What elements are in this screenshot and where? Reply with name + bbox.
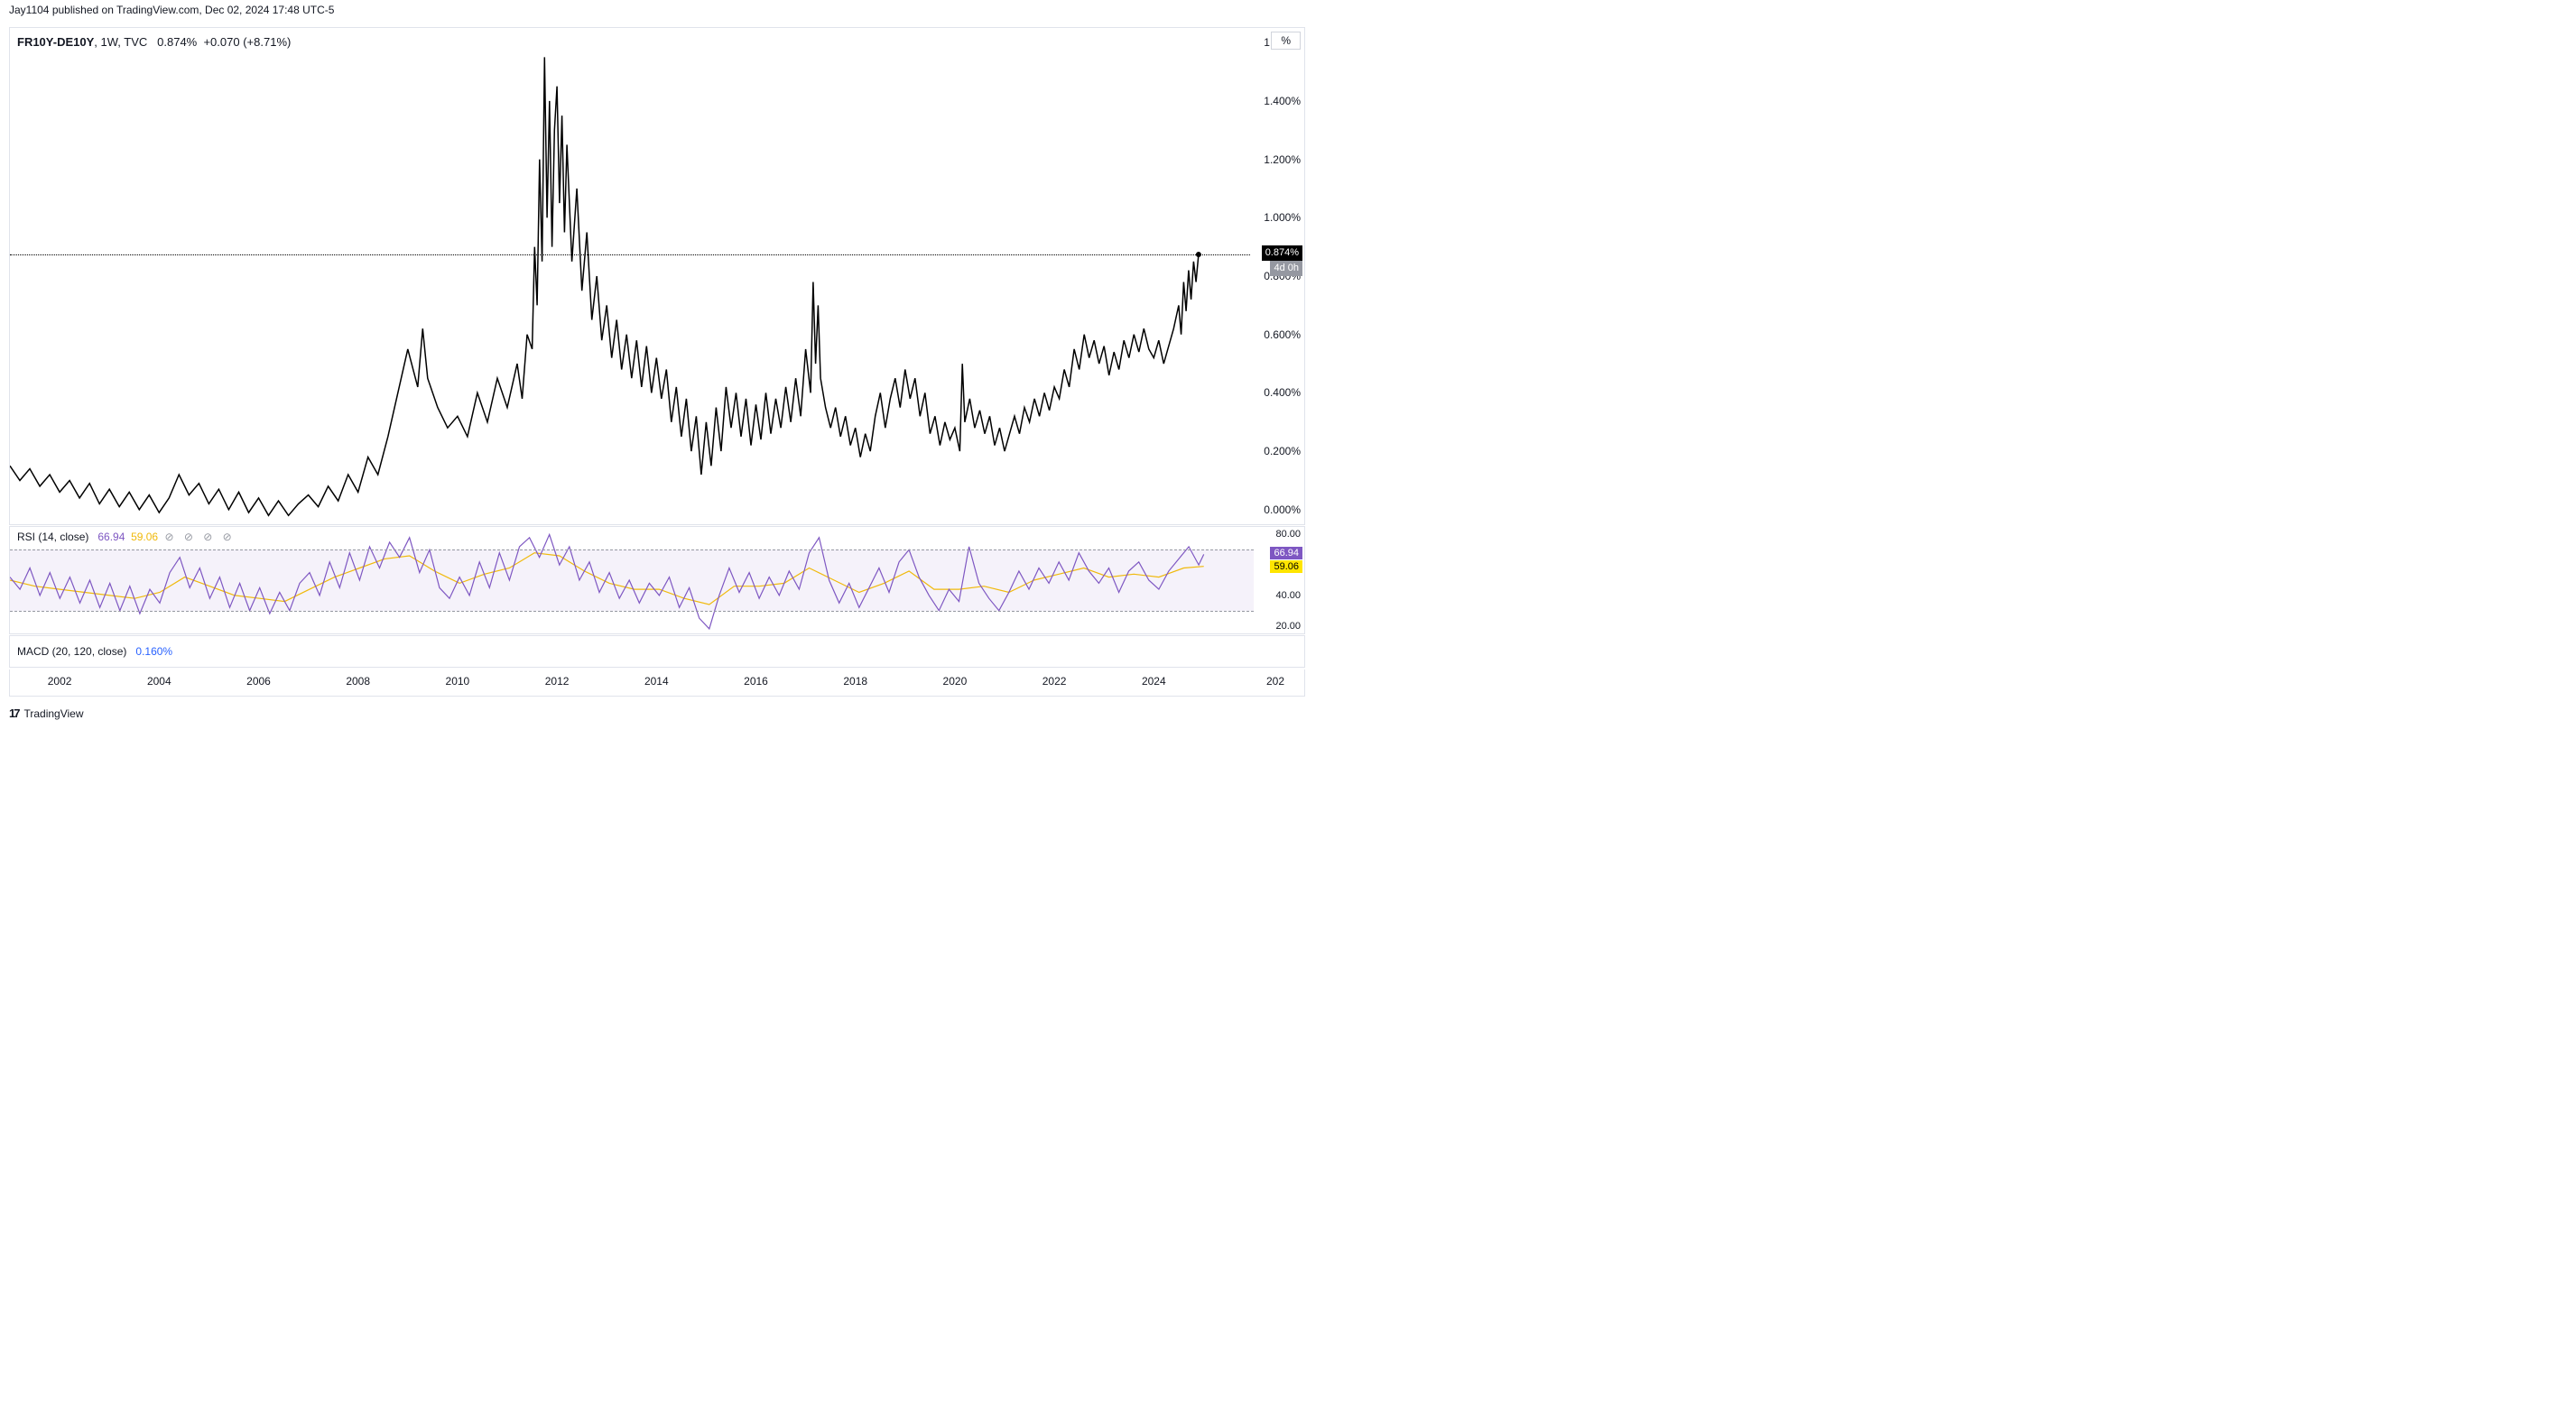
price-flag-value: 0.874%: [1262, 245, 1302, 261]
interval: 1W: [101, 35, 118, 49]
y-tick-label: 0.400%: [1264, 386, 1301, 399]
rsi-y-tick: 40.00: [1275, 590, 1301, 601]
macd-panel[interactable]: MACD (20, 120, close) 0.160%: [9, 635, 1305, 668]
rsi-flag-2: 59.06: [1270, 560, 1302, 573]
x-tick-label: 2010: [446, 675, 470, 688]
y-tick-label: 1.400%: [1264, 95, 1301, 107]
rsi-y-tick: 80.00: [1275, 529, 1301, 540]
macd-title: MACD (20, 120, close): [17, 645, 126, 658]
x-tick-label: 2002: [48, 675, 72, 688]
rsi-value-2: 59.06: [131, 531, 158, 543]
y-tick-label: 0.000%: [1264, 503, 1301, 516]
x-tick-label: 2022: [1042, 675, 1067, 688]
rsi-panel[interactable]: RSI (14, close) 66.94 59.06 ⊘ ⊘ ⊘ ⊘ 80.0…: [9, 526, 1305, 634]
rsi-nulls: ⊘ ⊘ ⊘ ⊘: [164, 531, 235, 543]
x-tick-label: 2024: [1142, 675, 1166, 688]
x-tick-label: 2012: [545, 675, 570, 688]
price-plot: [10, 28, 1304, 524]
x-tick-label: 2016: [744, 675, 768, 688]
unit-toggle[interactable]: %: [1271, 32, 1301, 50]
x-tick-label: 2008: [346, 675, 370, 688]
tradingview-logo-icon: 17: [9, 706, 20, 720]
rsi-legend: RSI (14, close) 66.94 59.06 ⊘ ⊘ ⊘ ⊘: [17, 531, 236, 543]
chart-container: Jay1104 published on TradingView.com, De…: [0, 0, 1314, 725]
last-price-line: [10, 254, 1250, 255]
rsi-y-tick: 20.00: [1275, 621, 1301, 632]
x-tick-label: 2018: [843, 675, 867, 688]
price-flag-countdown: 4d 0h: [1270, 261, 1302, 276]
y-tick-label: 1.200%: [1264, 153, 1301, 166]
branding-footer: 17 TradingView: [9, 706, 84, 720]
price-chart-panel[interactable]: FR10Y-DE10Y, 1W, TVC 0.874% +0.070 (+8.7…: [9, 27, 1305, 525]
change-abs: +0.070: [203, 35, 239, 49]
publish-info: Jay1104 published on TradingView.com, De…: [9, 4, 334, 16]
y-tick-label: 0.200%: [1264, 445, 1301, 457]
x-tick-label: 2004: [147, 675, 171, 688]
branding-text: TradingView: [23, 707, 83, 720]
macd-value: 0.160%: [135, 645, 172, 658]
y-tick-label: 0.600%: [1264, 328, 1301, 341]
x-tick-label: 2020: [943, 675, 968, 688]
symbol: FR10Y-DE10Y: [17, 35, 94, 49]
chart-legend: FR10Y-DE10Y, 1W, TVC 0.874% +0.070 (+8.7…: [17, 35, 291, 49]
x-tick-label: 2006: [246, 675, 271, 688]
rsi-title: RSI (14, close): [17, 531, 88, 543]
rsi-lower-line: [10, 611, 1254, 612]
macd-legend: MACD (20, 120, close) 0.160%: [17, 645, 172, 658]
rsi-value-1: 66.94: [97, 531, 125, 543]
x-tick-label: 2014: [644, 675, 669, 688]
x-tick-label: 202: [1266, 675, 1284, 688]
change-pct: (+8.71%): [243, 35, 291, 49]
y-tick-label: 1.000%: [1264, 211, 1301, 224]
time-axis: 2002 2004 2006 2008 2010 2012 2014 2016 2018 2020…: [9, 669, 1305, 697]
data-source: TVC: [124, 35, 147, 49]
rsi-flag-1: 66.94: [1270, 547, 1302, 559]
last-value: 0.874%: [157, 35, 197, 49]
rsi-upper-line: [10, 549, 1254, 550]
